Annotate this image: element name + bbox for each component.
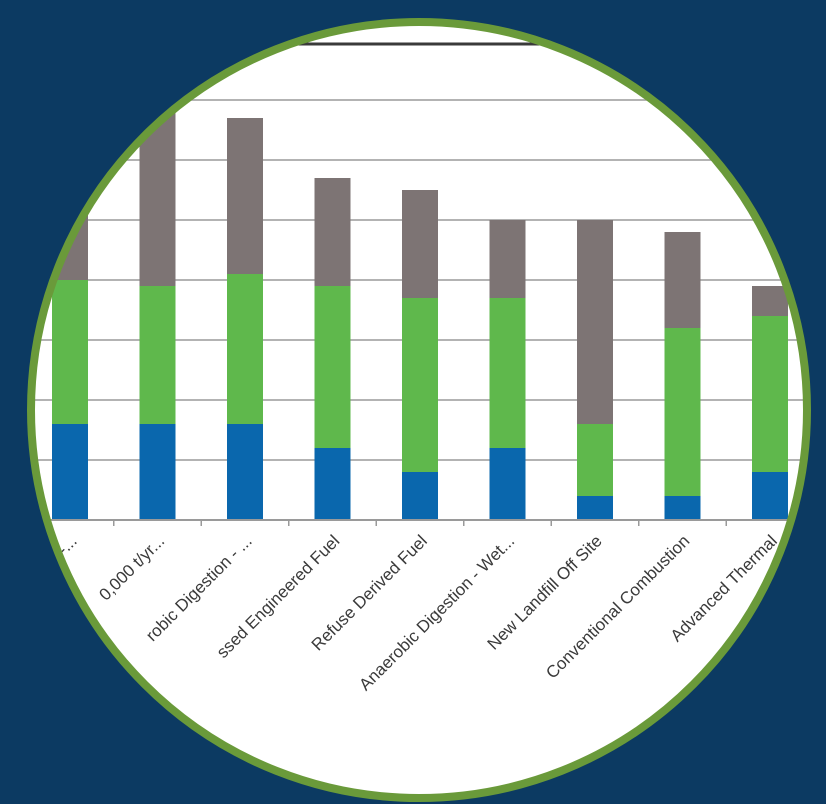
bar-segment-6-1 <box>577 424 613 496</box>
bar-segment-6-2 <box>577 220 613 424</box>
bar-segment-2-2 <box>227 118 263 274</box>
bar-segment-3-2 <box>314 178 351 286</box>
bar-segment-5-1 <box>489 298 526 448</box>
bar-segment-7-0 <box>664 496 701 520</box>
bar-segment-3-1 <box>314 286 351 448</box>
bar-segment-0-1 <box>52 280 88 424</box>
bar-segment-8-0 <box>752 472 788 520</box>
bar-segment-5-2 <box>489 220 526 298</box>
bar-segment-1-0 <box>139 424 176 520</box>
bar-segment-1-1 <box>139 286 176 424</box>
bar-segment-4-0 <box>402 472 438 520</box>
bar-segment-2-1 <box>227 274 263 424</box>
frame-ring <box>27 18 811 802</box>
bar-segment-3-0 <box>314 448 351 520</box>
bar-segment-7-2 <box>664 232 701 328</box>
bar-segment-5-0 <box>489 448 526 520</box>
bar-segment-7-1 <box>664 328 701 496</box>
bar-segment-4-2 <box>402 190 438 298</box>
bar-segment-0-0 <box>52 424 88 520</box>
bar-segment-8-2 <box>752 286 788 316</box>
bar-segment-4-1 <box>402 298 438 472</box>
bar-segment-8-1 <box>752 316 788 472</box>
bar-segment-2-0 <box>227 424 263 520</box>
bar-segment-6-0 <box>577 496 613 520</box>
